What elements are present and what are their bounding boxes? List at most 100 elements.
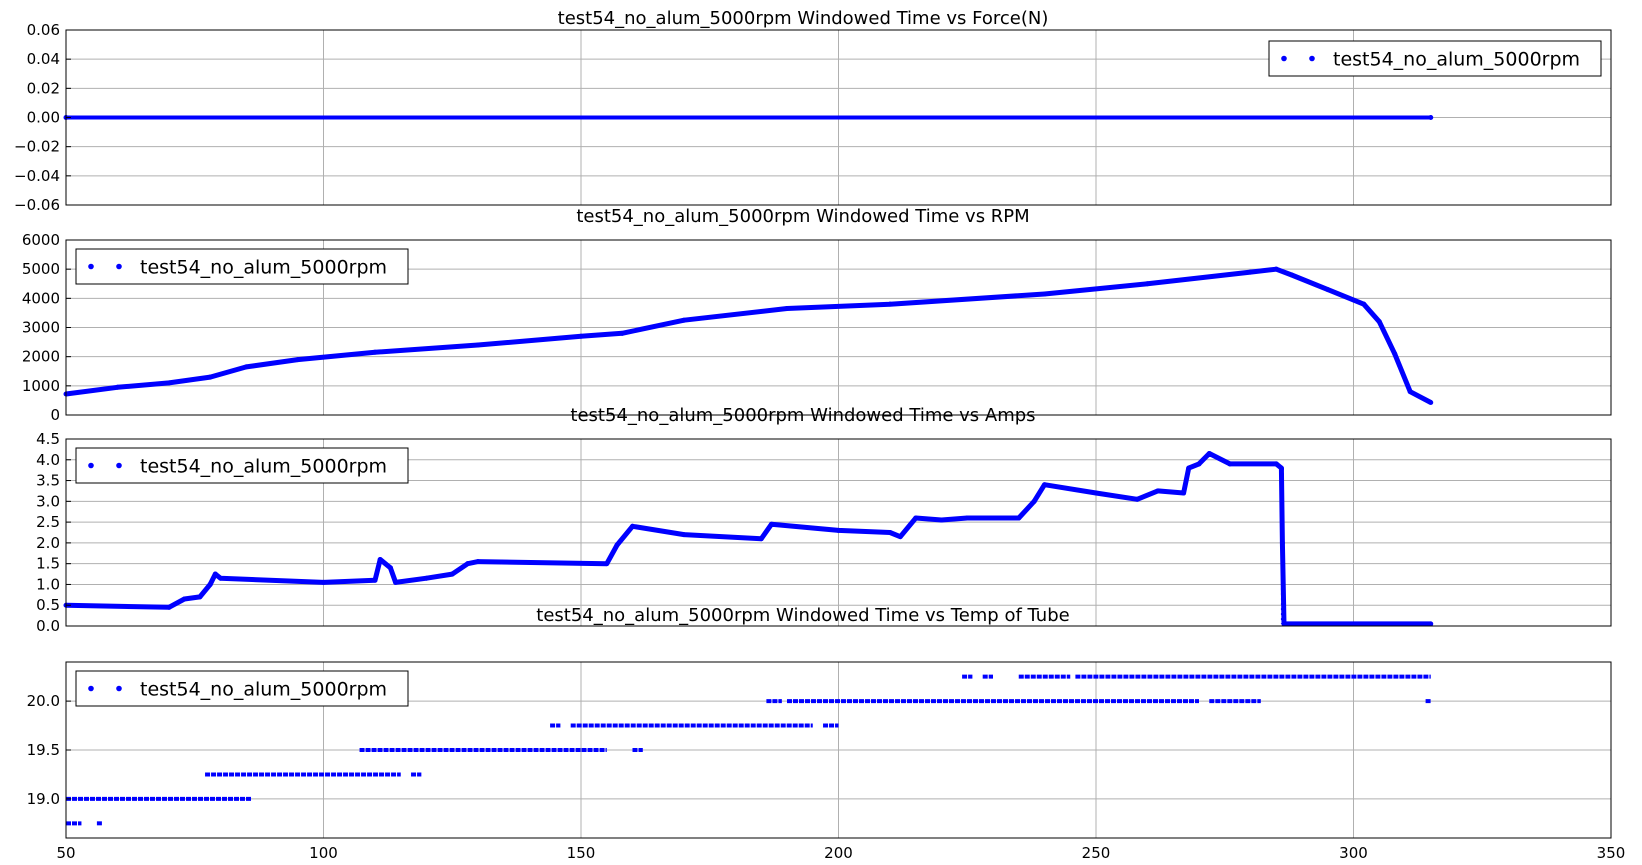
panel-rpm-data-point [166, 380, 172, 386]
panel-amps-data-point [1016, 515, 1022, 521]
panel-force-data-point [1428, 115, 1434, 120]
panel-amps-data-point [387, 565, 393, 571]
panel-amps-ytick-label-0: 4.5 [36, 430, 60, 448]
panel-force-legend-label: test54_no_alum_5000rpm [1333, 49, 1580, 71]
panel-amps-data-point [1031, 498, 1037, 504]
panel-rpm-data-point [1428, 399, 1434, 405]
panel-temp-xtick-label-2: 150 [567, 844, 596, 862]
panel-rpm-data-point [1289, 272, 1295, 278]
panel-amps-data-point [1206, 451, 1212, 457]
panel-rpm-data-point [1325, 287, 1331, 293]
panel-amps-ytick-label-4: 2.5 [36, 513, 60, 531]
panel-rpm-data-point [784, 306, 790, 312]
panel-amps-data-point [1281, 621, 1287, 627]
panel-temp-xtick-label-3: 200 [824, 844, 853, 862]
panel-rpm-ytick-label-4: 2000 [22, 348, 60, 366]
panel-amps-data-point [964, 515, 970, 521]
panel-amps-data-point [212, 571, 218, 577]
panel-amps-data-point [1186, 465, 1192, 471]
panel-amps: test54_no_alum_5000rpm Windowed Time vs … [36, 405, 1612, 635]
panel-temp-legend-box [75, 670, 409, 707]
panel-rpm-data-point [295, 357, 301, 363]
panel-rpm-data-point [681, 317, 687, 323]
panel-rpm-data-point [1361, 301, 1367, 307]
panel-rpm-data-point [1273, 266, 1279, 272]
panel-amps-data-point [321, 579, 326, 585]
panel-rpm-data-point [207, 374, 213, 380]
panel-amps-data-point [218, 575, 223, 581]
panel-amps-data-point [1181, 490, 1187, 496]
panel-rpm: test54_no_alum_5000rpm Windowed Time vs … [22, 206, 1612, 424]
panel-temp-legend-marker [88, 685, 94, 692]
panel-amps-data-point [465, 561, 471, 567]
panel-temp-xtick-label-5: 300 [1339, 844, 1368, 862]
panel-temp-xtick-label-0: 50 [56, 844, 75, 862]
panel-temp: test54_no_alum_5000rpm Windowed Time vs … [27, 605, 1626, 862]
panel-amps-data-point [897, 534, 903, 540]
panel-temp-ytick-label-2: 19.0 [27, 790, 60, 808]
panel-amps-data-point [1134, 496, 1140, 502]
panel-force-legend-marker [1309, 55, 1315, 62]
panel-rpm-data-point [619, 330, 625, 336]
panel-force-ytick-label-6: −0.06 [14, 196, 60, 214]
panel-temp-ytick-label-0: 20.0 [27, 692, 60, 710]
panel-amps-ytick-label-7: 1.0 [36, 575, 60, 593]
panel-temp-xtick-label-1: 100 [309, 844, 338, 862]
panel-force: test54_no_alum_5000rpm Windowed Time vs … [14, 8, 1612, 214]
panel-temp-xtick-label-6: 350 [1597, 844, 1626, 862]
panel-amps-data-point [181, 596, 187, 602]
panel-force-ytick-label-1: 0.04 [27, 50, 60, 68]
panel-rpm-data-point [115, 384, 120, 390]
panel-rpm-title: test54_no_alum_5000rpm Windowed Time vs … [576, 206, 1029, 227]
panel-amps-data-point [681, 532, 687, 538]
panel-amps-data-point [769, 521, 775, 527]
panel-rpm-ytick-label-2: 4000 [22, 289, 60, 307]
panel-amps-data-point [1273, 461, 1279, 467]
panel-rpm-data-point [1392, 351, 1398, 357]
panel-rpm-legend-label: test54_no_alum_5000rpm [140, 257, 387, 279]
panel-amps-ytick-label-3: 3.0 [36, 492, 60, 510]
panel-rpm-data-point [1376, 319, 1382, 325]
panel-amps-data-point [372, 577, 378, 583]
panel-rpm-ytick-label-1: 5000 [22, 260, 60, 278]
panel-temp-title: test54_no_alum_5000rpm Windowed Time vs … [536, 605, 1069, 626]
panel-rpm-data-point [887, 301, 893, 307]
panel-rpm-legend-box [75, 248, 409, 285]
panel-amps-data-point [475, 559, 481, 565]
panel-amps-ytick-label-5: 2.0 [36, 534, 60, 552]
panel-amps-data-point [393, 579, 399, 585]
panel-amps-legend-marker [116, 462, 122, 469]
panel-rpm-data-point [578, 333, 584, 339]
panel-temp-xtick-label-4: 250 [1082, 844, 1111, 862]
panel-amps-data-point [887, 530, 893, 535]
panel-rpm-legend-marker [116, 263, 122, 270]
panel-amps-data-point [758, 536, 764, 542]
panel-temp-ytick-label-1: 19.5 [27, 741, 60, 759]
panel-force-ytick-label-2: 0.02 [27, 79, 60, 97]
panel-force-legend-box [1268, 40, 1602, 77]
panel-force-legend-marker [1281, 55, 1287, 62]
panel-amps-data-point [1196, 461, 1202, 467]
panel-amps-data-point [197, 594, 203, 600]
panel-amps-data-point [1093, 490, 1099, 496]
panel-amps-data-point [913, 515, 919, 521]
panel-rpm-data-point [243, 364, 249, 370]
panel-rpm-data-point [1145, 281, 1150, 287]
panel-amps-ytick-label-8: 0.5 [36, 596, 60, 614]
panel-amps-legend-box [75, 447, 409, 484]
panel-force-ytick-label-4: −0.02 [14, 138, 60, 156]
panel-rpm-ytick-label-0: 6000 [22, 231, 60, 249]
panel-amps-ytick-label-1: 4.0 [36, 451, 60, 469]
panel-amps-data-point [1428, 621, 1434, 627]
panel-rpm-data-point [372, 349, 378, 355]
panel-rpm-data-point [1042, 291, 1047, 297]
panel-rpm-ytick-label-3: 3000 [22, 319, 60, 337]
panel-amps-ytick-label-6: 1.5 [36, 555, 60, 573]
panel-amps-ytick-label-9: 0.0 [36, 617, 60, 635]
panel-amps-data-point [836, 527, 841, 533]
panel-rpm-data-point [1248, 269, 1253, 275]
panel-amps-legend-label: test54_no_alum_5000rpm [140, 456, 387, 478]
panel-temp-legend-marker [116, 685, 122, 692]
panel-amps-data-point [377, 557, 383, 563]
